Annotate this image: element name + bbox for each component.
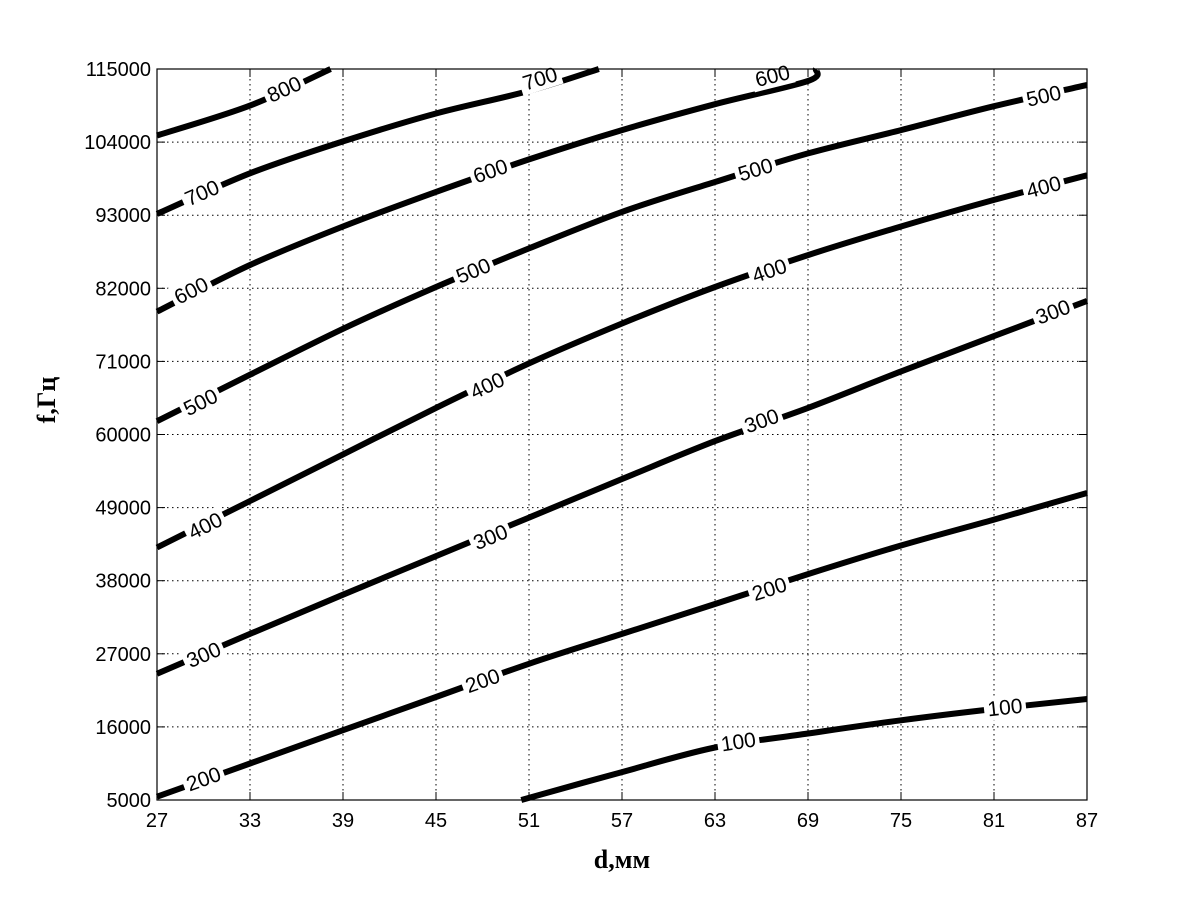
contour-level-100: 100 100 — [520, 692, 1088, 803]
contour-label-background — [466, 517, 515, 556]
y-tick-labels: 5000 16000 27000 38000 49000 60000 71000 82000 9… — [84, 59, 151, 812]
x-tick-label: 27 — [146, 810, 168, 832]
x-tick-label: 81 — [983, 810, 1005, 832]
contour-label: 100 — [986, 695, 1023, 722]
contour-label-background — [260, 69, 309, 109]
y-axis-title: f,Гц — [32, 377, 61, 424]
contour-label-background — [749, 58, 796, 93]
contour-line — [155, 81, 1088, 424]
y-tick-label: 27000 — [95, 644, 151, 666]
contour-label-group: 100 — [715, 726, 761, 757]
x-tick-label: 33 — [239, 810, 261, 832]
y-tick-label: 115000 — [86, 59, 151, 81]
contour-label-group: 500 — [731, 151, 779, 187]
contour-label-background — [177, 173, 226, 213]
contour-label-background — [731, 151, 779, 187]
y-tick-label: 82000 — [95, 278, 151, 300]
contour-label-background — [179, 635, 228, 674]
x-tick-label: 51 — [518, 810, 540, 832]
contour-label-background — [1020, 169, 1067, 204]
plot-frame — [156, 68, 1088, 801]
contour-label-background — [1020, 79, 1067, 112]
contour-label-background — [745, 570, 793, 607]
x-tick-label: 69 — [797, 810, 819, 832]
x-tick-label: 57 — [611, 810, 633, 832]
x-tick-label: 63 — [704, 810, 726, 832]
x-tick-label: 39 — [332, 810, 354, 832]
contour-label-background — [176, 381, 225, 423]
contour-label-group: 500 — [449, 251, 498, 290]
contour-label-background — [166, 270, 216, 311]
contour-label-background — [715, 726, 761, 757]
x-tick-label: 45 — [425, 810, 447, 832]
contour-label-background — [458, 662, 507, 699]
contour-line — [156, 66, 332, 139]
contour-label-group: 500 — [1020, 79, 1067, 112]
contour-label-background — [466, 152, 515, 189]
y-tick-label: 60000 — [95, 425, 151, 447]
contour-label-background — [449, 251, 498, 290]
contour-line — [155, 172, 1088, 551]
x-tick-label: 75 — [890, 810, 912, 832]
y-tick-label: 49000 — [95, 498, 151, 520]
contour-label-background — [179, 760, 228, 798]
x-tick-label: 87 — [1076, 810, 1098, 832]
contour-label-background — [982, 692, 1028, 722]
contour-label-background — [1029, 292, 1077, 331]
y-tick-label: 71000 — [95, 351, 151, 373]
y-tick-label: 5000 — [107, 790, 152, 812]
contour-lines: 1001002002002003003003003004004004004005… — [155, 58, 1089, 803]
contour-line — [155, 298, 1089, 677]
x-tick-labels: 27 33 39 45 51 57 63 69 75 81 87 — [146, 810, 1098, 832]
contour-label-group: 600 — [749, 58, 796, 93]
contour-label-background — [462, 365, 512, 406]
contour-label-background — [180, 505, 230, 546]
y-tick-label: 38000 — [95, 571, 151, 593]
y-tick-label: 93000 — [95, 205, 151, 227]
y-tick-label: 104000 — [84, 132, 151, 154]
contour-label: 100 — [719, 729, 757, 757]
contour-line — [155, 490, 1088, 800]
contour-label-background — [745, 252, 794, 289]
grid-lines — [157, 69, 1087, 800]
y-tick-label: 16000 — [95, 717, 151, 739]
contour-label-background — [737, 402, 786, 439]
contour-label-group: 100 — [982, 692, 1028, 722]
x-axis-title: d,мм — [594, 845, 650, 874]
contour-line — [155, 67, 821, 315]
